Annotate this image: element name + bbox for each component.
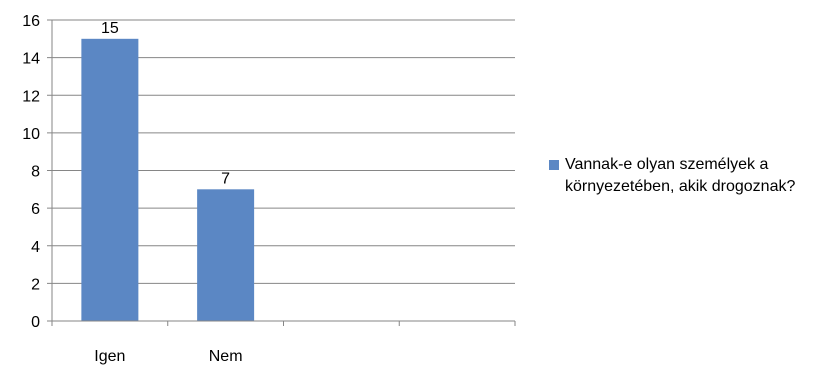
y-tick-label: 0: [31, 314, 40, 331]
legend-label: Vannak-e olyan személyek a környezetében…: [565, 156, 796, 195]
y-tick-label: 16: [22, 13, 40, 30]
x-axis-ticks: Igen Nem: [51, 321, 516, 365]
x-tick-label: Nem: [209, 348, 243, 365]
y-tick-label: 2: [31, 276, 40, 293]
y-tick-label: 8: [31, 164, 40, 181]
data-labels: 15 7: [101, 20, 230, 188]
bars: [81, 38, 255, 321]
bar: [81, 38, 139, 321]
legend-swatch: [549, 160, 559, 170]
bar: [197, 189, 255, 321]
y-tick-label: 4: [31, 239, 40, 256]
axes: [51, 20, 515, 322]
data-label: 15: [101, 20, 119, 37]
y-tick-label: 6: [31, 201, 40, 218]
y-tick-label: 14: [22, 51, 40, 68]
y-axis-ticks: 0 2 4 6 8 10 12 14 16: [22, 13, 52, 331]
x-tick-label: Igen: [94, 348, 125, 365]
y-tick-label: 10: [22, 126, 40, 143]
data-label: 7: [221, 170, 230, 187]
legend: Vannak-e olyan személyek a környezetében…: [549, 154, 811, 198]
y-tick-label: 12: [22, 88, 40, 105]
